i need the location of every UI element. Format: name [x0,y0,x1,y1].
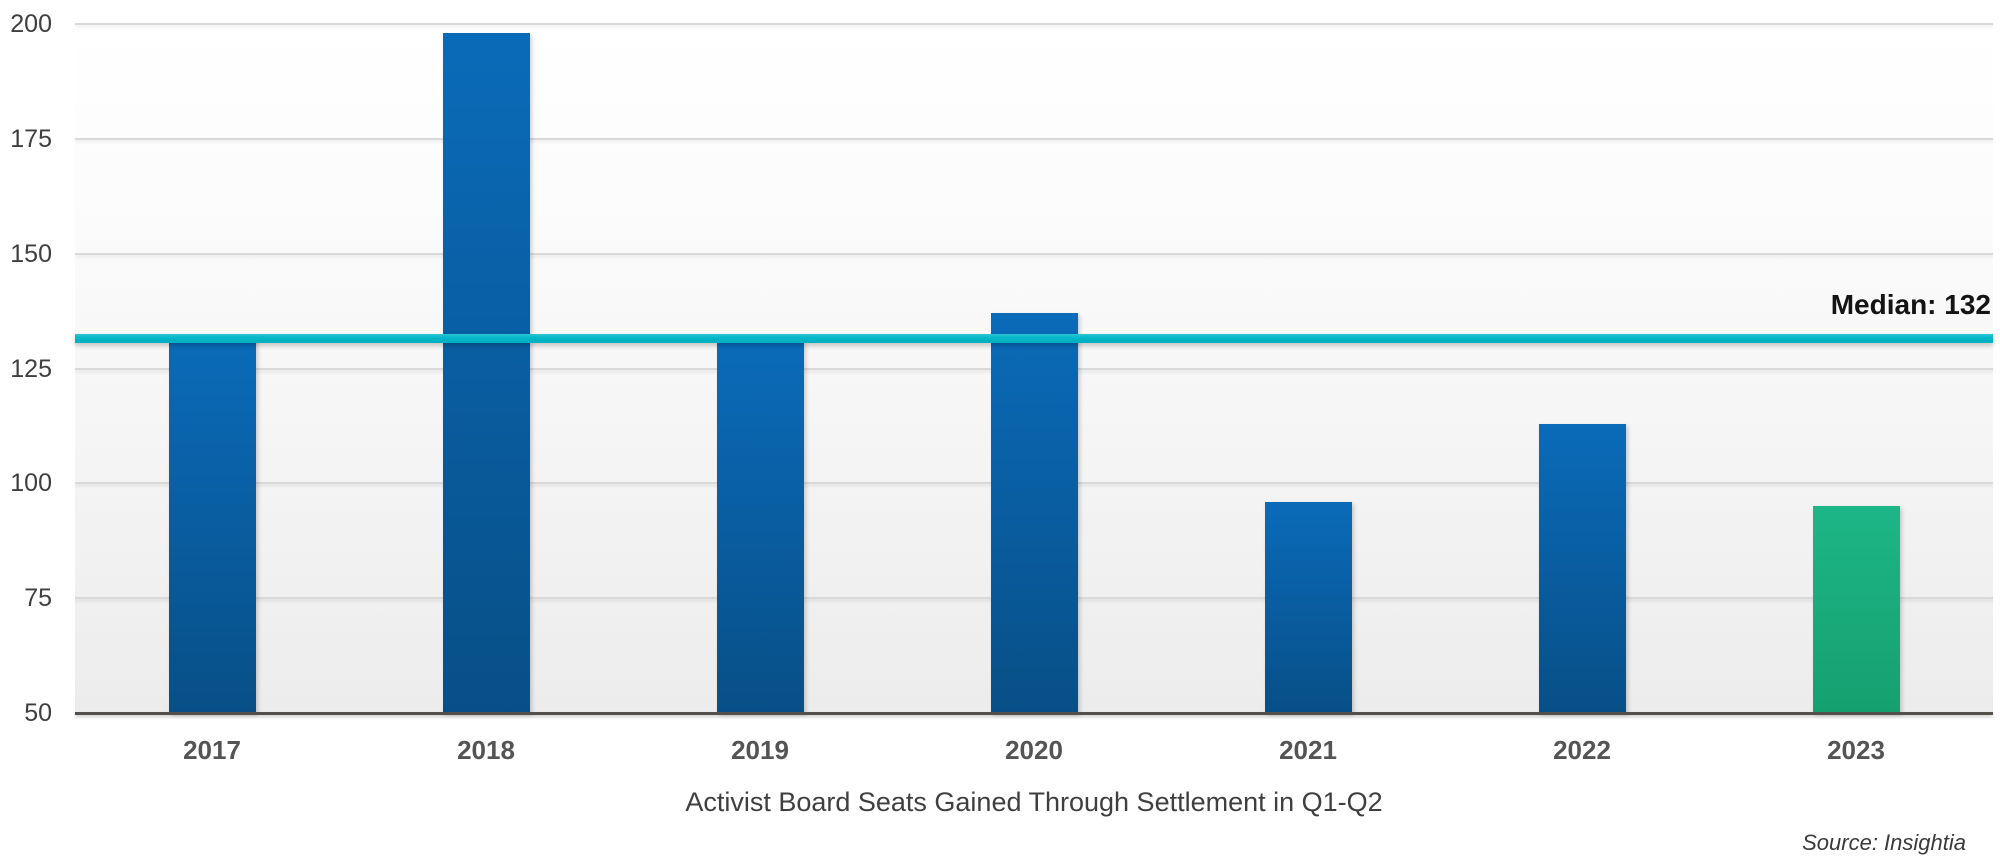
source-note: Source: Insightia [1802,830,1966,855]
x-axis-label-2022: 2022 [1553,735,1611,765]
y-axis-label-150: 150 [10,239,52,268]
bar-2023 [1812,506,1900,713]
y-axis-label-175: 175 [10,124,52,153]
y-axis-label-50: 50 [24,699,52,727]
y-axis-label-200: 200 [10,10,52,38]
bar-2021 [1264,501,1352,713]
x-axis-label-2017: 2017 [183,735,241,765]
y-axis-label-125: 125 [10,354,52,383]
bar-2017 [168,336,256,713]
x-axis-line [75,712,1993,715]
median-line [75,334,1993,344]
x-axis-label-2023: 2023 [1827,735,1885,765]
median-label: Median: 132 [1830,289,1991,320]
bar-2019 [716,340,804,713]
y-axis-label-100: 100 [10,469,52,498]
x-axis-label-2018: 2018 [457,735,515,765]
axis-title: Activist Board Seats Gained Through Sett… [685,787,1383,817]
x-axis-label-2019: 2019 [731,735,789,765]
bar-2022 [1538,423,1626,713]
y-axis-label-75: 75 [24,584,52,613]
x-axis-label-2020: 2020 [1005,735,1063,765]
gridline-150 [75,252,1993,255]
gridline-200 [75,23,1993,25]
gridline-175 [75,137,1993,140]
bar-2018 [442,33,530,713]
x-axis-label-2021: 2021 [1279,735,1337,765]
bar-2020 [990,313,1078,713]
